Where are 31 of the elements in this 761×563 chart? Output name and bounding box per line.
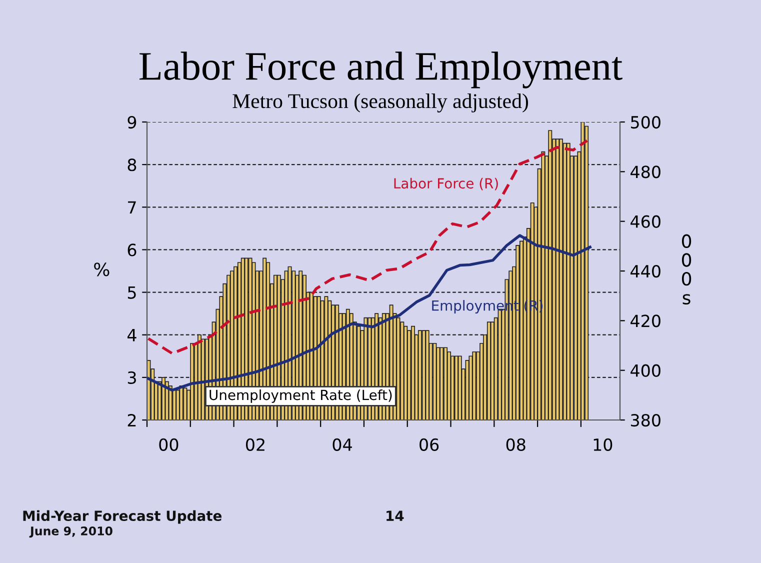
series-label: Unemployment Rate (Left) [210,389,392,403]
text: Mid-Year Forecast Update [23,510,222,524]
y-tick-label: 3 [128,371,136,384]
chart-subtitle: Metro Tucson (seasonally adjusted) [232,94,528,112]
y-axis-title: % [94,262,110,276]
x-tick-label: 02 [246,438,264,451]
x-tick-label: 06 [420,438,439,451]
y-tick-label: 2 [128,414,136,426]
x-tick-label: 04 [332,438,352,451]
x-tick-label: 08 [506,438,526,451]
y-tick-label: 7 [128,201,136,214]
y2-tick-label: 480 [630,166,660,178]
chart-title: Labor Force and Employment [140,52,622,88]
y2-axis-title: 000s [682,234,692,305]
y2-tick-label: 380 [630,414,660,427]
line-series [147,139,588,355]
x-tick-label: 00 [159,438,178,451]
y-tick-label: 8 [128,158,136,172]
series-label: Labor Force (R) [394,178,498,190]
y2-tick-label: 460 [630,215,660,228]
y-tick-label: 4 [127,329,136,342]
y2-tick-label: 500 [631,116,660,129]
text: June 9, 2010 [29,526,112,538]
y2-tick-label: 400 [630,364,660,377]
y2-tick-label: 420 [630,314,660,328]
y2-tick-label: 440 [630,264,660,278]
text: 14 [386,510,404,521]
y-tick-label: 9 [128,116,136,129]
y-tick-label: 5 [128,286,136,299]
y-tick-label: 6 [128,244,136,256]
x-tick-label: 10 [594,438,612,451]
